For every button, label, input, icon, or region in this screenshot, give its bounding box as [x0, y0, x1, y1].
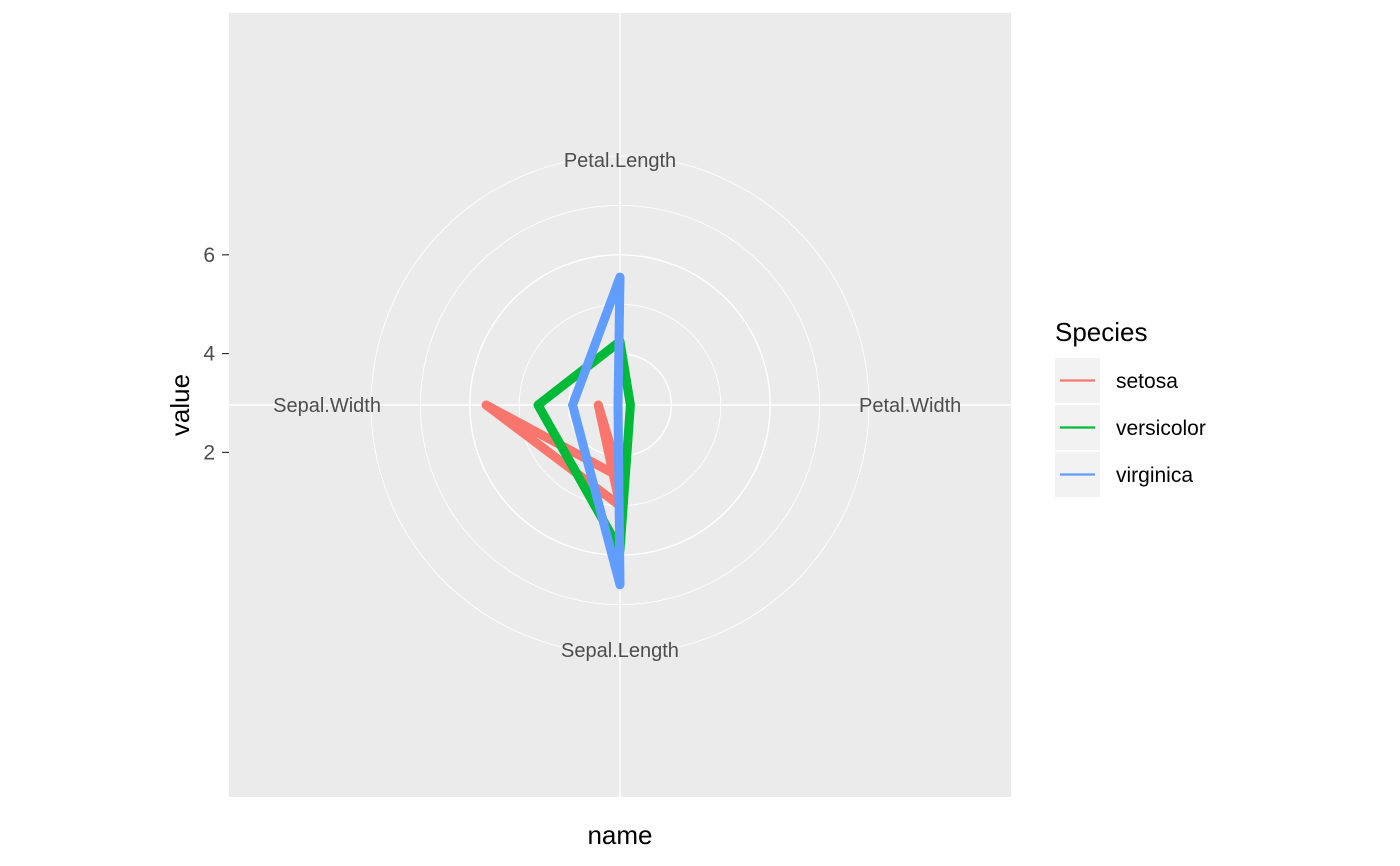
y-tick-label: 6 [203, 244, 215, 267]
category-label: Sepal.Length [561, 640, 679, 662]
series-line-virginica [568, 272, 625, 590]
legend: Species setosa versicolor virginica [1055, 317, 1206, 497]
category-label: Sepal.Width [273, 395, 381, 417]
y-axis: 2 4 6 [203, 244, 229, 464]
category-labels: Petal.Length Petal.Width Sepal.Length Sepal… [273, 150, 961, 662]
y-axis-title: value [165, 374, 195, 436]
legend-label-virginica: virginica [1116, 464, 1193, 487]
legend-items: setosa versicolor virginica [1055, 358, 1206, 497]
x-axis-title: name [587, 820, 652, 850]
series-layer [481, 272, 635, 590]
legend-label-setosa: setosa [1116, 370, 1178, 393]
y-tick-label: 4 [203, 343, 215, 366]
category-label: Petal.Length [564, 150, 676, 172]
y-tick-label: 2 [203, 441, 215, 464]
category-label: Petal.Width [859, 395, 961, 417]
legend-label-versicolor: versicolor [1116, 417, 1206, 440]
legend-title: Species [1055, 317, 1148, 347]
